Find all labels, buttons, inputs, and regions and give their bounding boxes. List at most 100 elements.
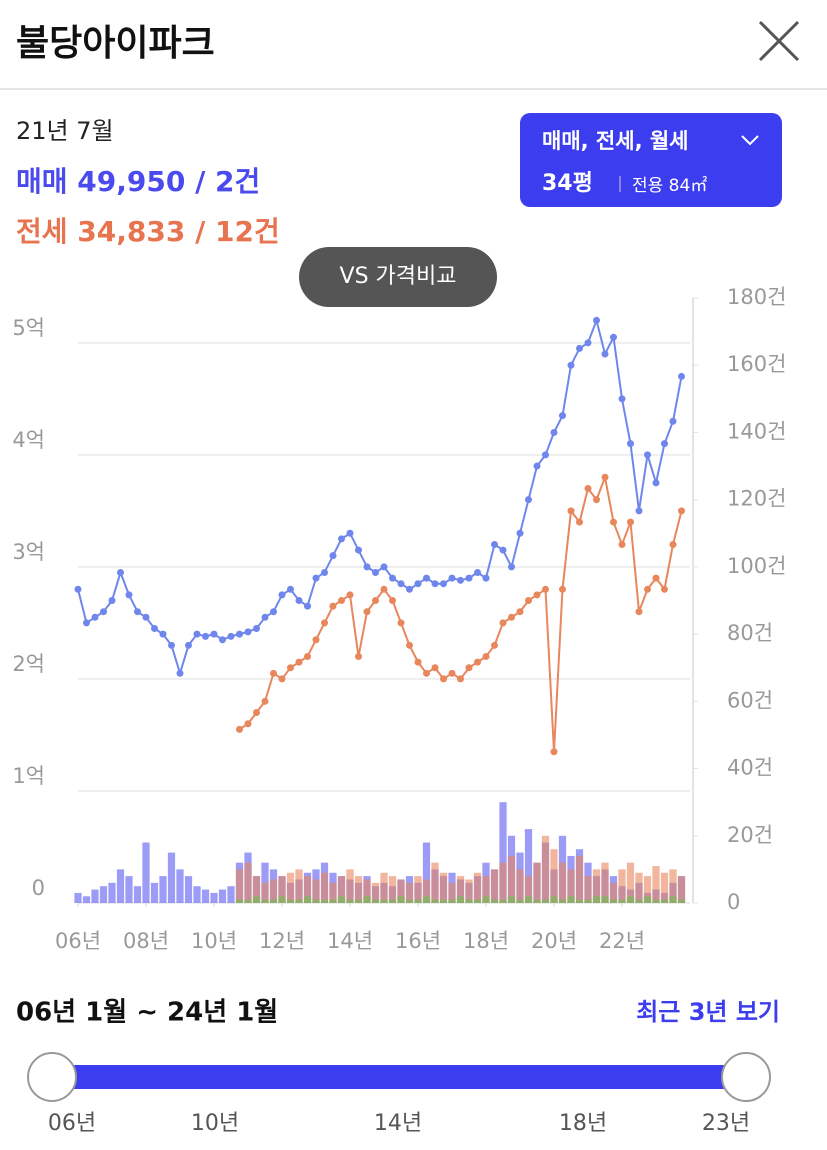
- x-tick-label: 10년: [191, 929, 237, 953]
- volume-bar: [397, 896, 405, 903]
- filter-type[interactable]: 매매, 전세, 월세: [542, 129, 689, 153]
- price-point: [627, 440, 634, 448]
- volume-bar: [244, 862, 252, 903]
- price-point: [533, 462, 541, 470]
- price-point: [465, 574, 473, 582]
- slider-handle[interactable]: [27, 1052, 77, 1102]
- volume-bar: [133, 886, 142, 903]
- volume-bar: [167, 852, 176, 903]
- volume-bar: [558, 862, 567, 903]
- filter-button[interactable]: 매매, 전세, 월세 34평 전용 84㎡: [520, 113, 782, 207]
- volume-bar: [473, 872, 482, 903]
- price-point: [559, 585, 566, 593]
- volume-bar: [303, 896, 312, 903]
- price-point: [329, 602, 337, 610]
- x-tick-label: 16년: [395, 929, 441, 953]
- volume-bar: [677, 899, 686, 903]
- price-point: [601, 473, 609, 481]
- filter-size[interactable]: 34평: [542, 171, 593, 196]
- volume-bar: [626, 862, 635, 903]
- price-point: [661, 585, 668, 593]
- price-point: [346, 591, 354, 599]
- price-point: [457, 675, 464, 683]
- volume-bar: [592, 869, 601, 903]
- price-point: [567, 361, 575, 369]
- volume-bar: [346, 899, 354, 903]
- volume-bar: [405, 882, 414, 903]
- price-point: [142, 613, 150, 621]
- close-icon[interactable]: [758, 20, 800, 62]
- price-point: [295, 597, 303, 604]
- price-point: [533, 591, 541, 599]
- volume-bar: [252, 896, 261, 903]
- volume-bar: [448, 882, 456, 903]
- volume-bar: [388, 876, 397, 903]
- y2-tick-label: 100건: [727, 554, 786, 578]
- volume-bar: [575, 855, 584, 903]
- price-point: [346, 529, 354, 537]
- compare-button[interactable]: VS 가격비교: [299, 247, 497, 307]
- price-point: [312, 636, 320, 644]
- price-point: [406, 641, 413, 649]
- volume-bar: [490, 899, 499, 903]
- price-point: [423, 669, 430, 677]
- price-point: [270, 608, 277, 616]
- y2-tick-label: 140건: [727, 419, 786, 443]
- price-point: [380, 585, 388, 593]
- filter-area[interactable]: 전용 84㎡: [632, 176, 707, 196]
- price-point: [584, 339, 592, 347]
- volume-bar: [558, 899, 567, 903]
- volume-bar: [652, 899, 660, 903]
- volume-bar: [227, 886, 235, 903]
- volume-bar: [524, 876, 533, 903]
- volume-bar: [354, 899, 363, 903]
- volume-bar: [312, 899, 320, 903]
- dropdown-icon[interactable]: [741, 135, 759, 146]
- price-point: [678, 372, 685, 380]
- price-point: [278, 675, 286, 683]
- slider-label: 14년: [374, 1111, 422, 1136]
- volume-bar: [320, 899, 329, 903]
- compare-background[interactable]: [299, 247, 497, 307]
- volume-bar: [626, 896, 635, 903]
- compare-label[interactable]: VS 가격비교: [340, 264, 457, 289]
- y2-tick-label: 80건: [727, 621, 773, 645]
- price-point: [159, 630, 167, 638]
- price-point: [474, 568, 481, 576]
- price-point: [440, 580, 447, 588]
- price-point: [168, 641, 175, 649]
- price-point: [363, 608, 371, 616]
- price-point: [389, 597, 396, 604]
- volume-bar: [524, 896, 533, 903]
- volume-bar: [210, 892, 218, 903]
- y2-tick-label: 40건: [727, 756, 773, 780]
- filter-background[interactable]: [520, 113, 782, 207]
- volume-bar: [320, 872, 329, 903]
- volume-bar: [235, 899, 244, 903]
- price-point: [389, 574, 396, 582]
- volume-bar: [380, 899, 388, 903]
- price-point: [567, 507, 575, 515]
- price-point: [321, 568, 328, 576]
- y2-tick-label: 0: [727, 890, 740, 914]
- price-point: [236, 725, 243, 733]
- volume-bar: [74, 892, 82, 903]
- price-point: [516, 608, 524, 616]
- volume-bar: [507, 855, 516, 903]
- price-point: [516, 529, 524, 537]
- close-button[interactable]: [758, 20, 800, 62]
- volume-bar: [244, 899, 252, 903]
- volume-bar: [286, 899, 295, 903]
- price-point: [117, 568, 124, 576]
- slider-handle[interactable]: [721, 1052, 771, 1102]
- x-tick-label: 20년: [531, 929, 577, 953]
- y-tick-label: 2억: [12, 652, 45, 676]
- recent-link[interactable]: 최근 3년 보기: [636, 998, 780, 1026]
- volume-bar: [524, 829, 533, 903]
- volume-bar: [550, 896, 558, 903]
- price-point: [491, 641, 498, 649]
- price-point: [635, 608, 643, 616]
- price-point: [593, 316, 600, 324]
- volume-bar: [201, 889, 210, 903]
